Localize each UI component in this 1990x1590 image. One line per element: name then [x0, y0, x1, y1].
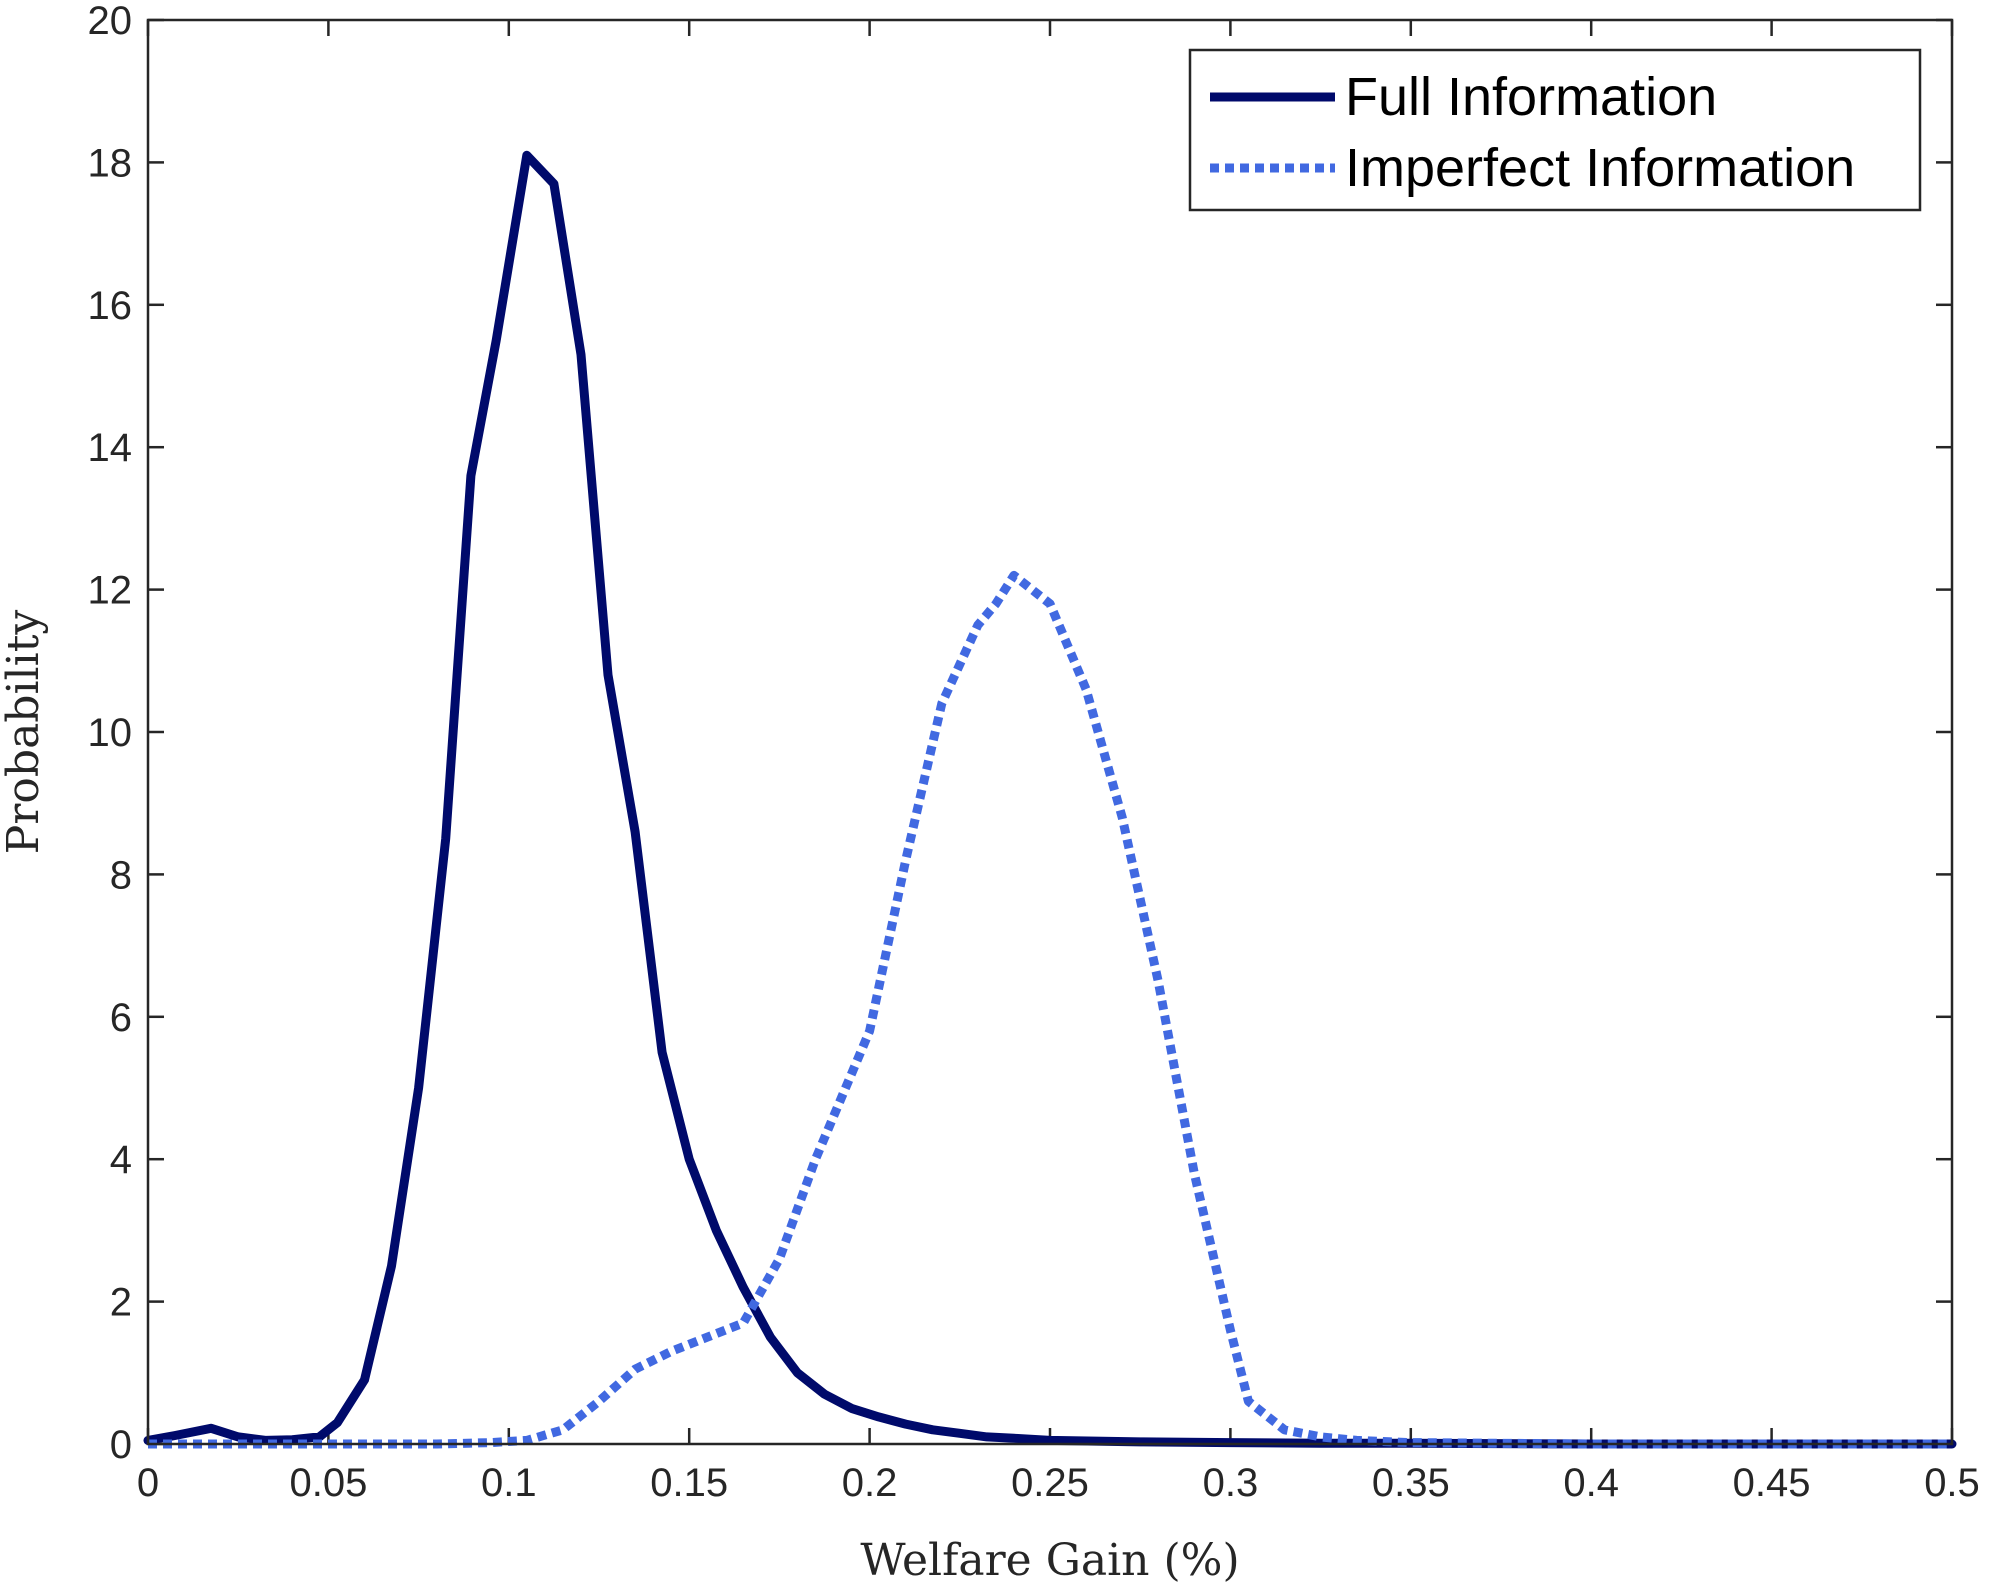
x-tick-label: 0.15 [650, 1461, 728, 1505]
y-tick-label: 14 [88, 426, 133, 470]
y-tick-label: 6 [110, 996, 132, 1040]
x-tick-label: 0.2 [842, 1461, 898, 1505]
legend-label-full-information: Full Information [1345, 67, 1717, 127]
y-axis-label: Probability [0, 610, 49, 855]
y-tick-label: 2 [110, 1281, 132, 1325]
plot-area [148, 20, 1952, 1444]
y-tick-labels: 0 2 4 6 8 10 12 14 16 18 20 [88, 0, 133, 1467]
x-tick-label: 0.4 [1563, 1461, 1619, 1505]
x-tick-label: 0 [137, 1461, 159, 1505]
x-tick-label: 0.5 [1924, 1461, 1980, 1505]
x-tick-label: 0.35 [1372, 1461, 1450, 1505]
series-line-full-information [143, 150, 1957, 1449]
series-line-imperfect-information [148, 570, 1952, 1449]
y-tick-label: 18 [88, 141, 133, 185]
y-tick-label: 4 [110, 1138, 132, 1182]
y-tick-label: 16 [88, 284, 133, 328]
x-tick-label: 0.25 [1011, 1461, 1089, 1505]
x-tick-label: 0.45 [1733, 1461, 1811, 1505]
x-tick-labels: 0 0.05 0.1 0.15 0.2 0.25 0.3 0.35 0.4 0.45 0.5 [137, 1461, 1980, 1505]
y-tick-label: 20 [88, 0, 133, 43]
legend-label-imperfect-information: Imperfect Information [1345, 138, 1855, 198]
legend-box [1188, 48, 1922, 212]
legend: Full Information Imperfect Information [1188, 48, 1922, 212]
x-tick-label: 0.1 [481, 1461, 537, 1505]
y-tick-label: 10 [88, 711, 133, 755]
y-tick-label: 8 [110, 853, 132, 897]
x-tick-label: 0.05 [289, 1461, 367, 1505]
x-axis-label: Welfare Gain (%) [860, 1535, 1239, 1586]
y-tick-label: 12 [88, 569, 133, 613]
y-tick-label: 0 [110, 1423, 132, 1467]
x-tick-label: 0.3 [1203, 1461, 1259, 1505]
axes-box [146, 18, 1954, 1446]
series-layer [143, 150, 1957, 1449]
